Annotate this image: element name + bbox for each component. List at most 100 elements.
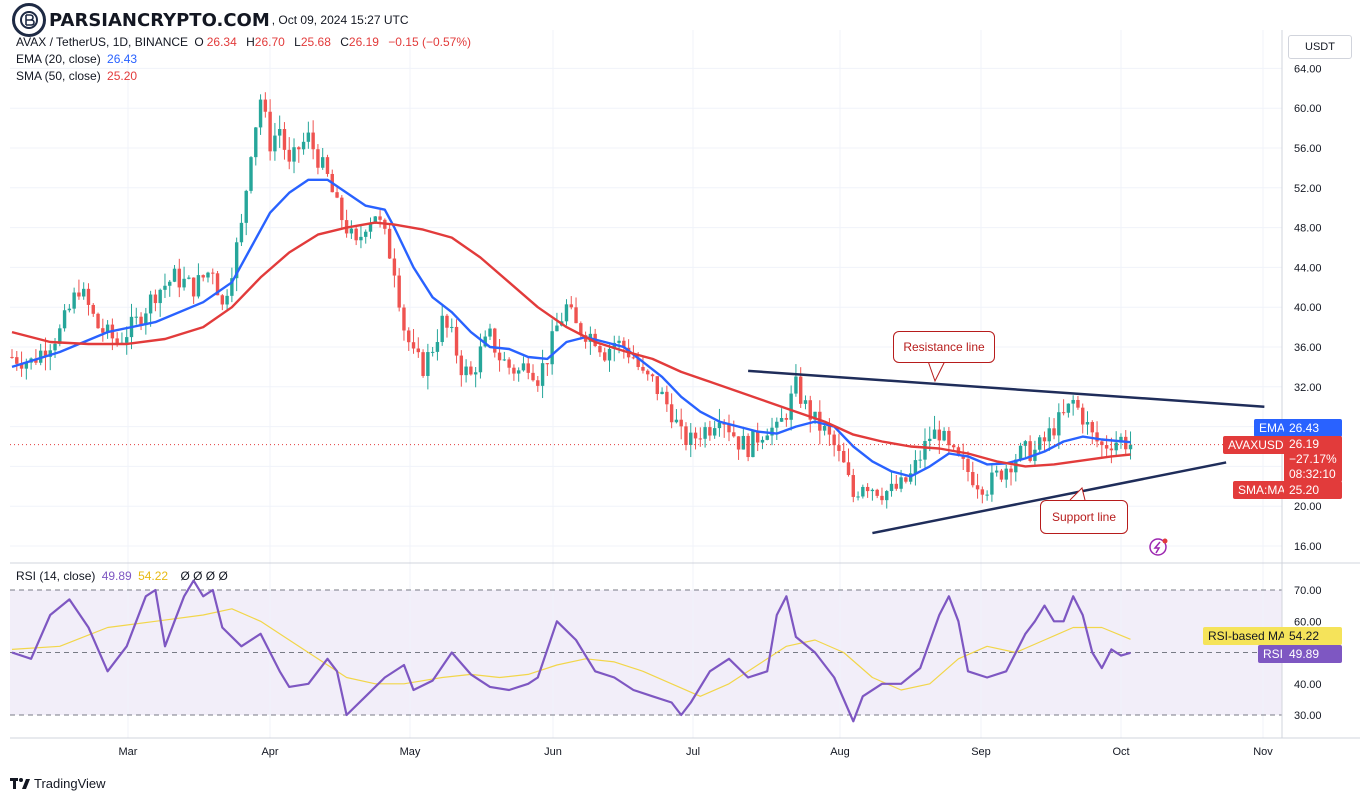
candle-body (1100, 441, 1104, 446)
candle-body (1090, 422, 1094, 433)
candle-body (507, 359, 511, 368)
candle-body (1052, 428, 1056, 436)
grid (10, 30, 1282, 738)
candle-body (1104, 445, 1109, 449)
candle-body (321, 157, 325, 168)
candle-body (765, 435, 769, 440)
candle-body (292, 147, 296, 162)
candle-body (249, 157, 253, 191)
rsi-line (11, 579, 1131, 723)
symbol-label[interactable]: AVAX / TetherUS, 1D, BINANCE (16, 35, 189, 49)
candle-body (732, 432, 736, 437)
candle-body (139, 316, 143, 326)
y-tick-label: 48.00 (1294, 223, 1322, 235)
open-value: 26.34 (206, 35, 237, 49)
candle-body (650, 374, 655, 377)
candle-body (751, 430, 755, 458)
ema-axis-tag: EMA (1254, 419, 1291, 437)
candle-body (1023, 441, 1028, 446)
candle-body (340, 197, 344, 221)
candle-body (277, 129, 282, 136)
candle-body (999, 470, 1004, 480)
candle-body (646, 370, 650, 375)
candle-body (842, 450, 846, 463)
candle-body (1057, 412, 1061, 436)
candle-body (1047, 428, 1051, 442)
candle-body (206, 272, 210, 278)
candle-body (96, 313, 100, 329)
candle-body (693, 432, 698, 439)
change-value: −0.15 (−0.57%) (388, 35, 472, 49)
high-value: 26.70 (254, 35, 285, 49)
y-tick-label: 52.00 (1294, 183, 1322, 195)
resistance-annotation[interactable]: Resistance line (893, 331, 995, 363)
candle-body (258, 99, 263, 128)
candle-body (450, 326, 454, 328)
candle-body (1066, 403, 1071, 413)
candle-body (62, 310, 67, 329)
candle-body (163, 285, 167, 290)
candle-body (177, 268, 181, 288)
support-annotation[interactable]: Support line (1040, 500, 1128, 534)
candle-body (392, 258, 397, 276)
sma-axis-tag: SMA:MA (1233, 481, 1291, 499)
candle-body (861, 486, 865, 497)
candle-body (564, 304, 569, 322)
x-tick-label: Jun (544, 746, 562, 758)
alert-icon[interactable] (1149, 538, 1168, 556)
candle-body (201, 275, 205, 278)
candle-body (1028, 441, 1032, 461)
candle-body (172, 268, 177, 282)
candle-body (808, 400, 812, 420)
candle-body (268, 111, 272, 152)
header-date: , Oct 09, 2024 15:27 UTC (271, 13, 409, 27)
rsi-ma-line (11, 608, 1131, 697)
candle-body (483, 336, 487, 347)
candle-body (335, 192, 339, 198)
candle-body (1109, 448, 1114, 451)
candle-body (134, 316, 138, 318)
support-pointer (1069, 487, 1086, 501)
candle-body (937, 429, 942, 441)
candle-body (1018, 445, 1023, 460)
rsi-legend[interactable]: RSI (14, close) 49.89 54.22 Ø Ø Ø Ø (16, 569, 228, 583)
candle-body (689, 432, 693, 445)
candle-body (15, 357, 19, 364)
candle-body (187, 277, 191, 279)
candle-body (1128, 444, 1133, 450)
candle-body (502, 359, 507, 361)
candle-body (741, 435, 746, 450)
candle-body (980, 489, 985, 495)
ema-axis-value: 26.43 (1284, 419, 1342, 437)
candle-body (550, 331, 554, 365)
rsi-legend-value: 49.89 (101, 569, 132, 583)
y-tick-label: 32.00 (1294, 382, 1322, 394)
candle-body (512, 367, 516, 374)
candle-body (67, 308, 72, 311)
candle-body (1076, 399, 1080, 408)
candle-body (459, 355, 464, 376)
candle-body (316, 149, 320, 168)
candle-body (24, 362, 29, 369)
resistance-pointer (927, 360, 946, 383)
candle-body (38, 350, 43, 363)
candle-body (220, 295, 225, 305)
rsi-y-tick-label: 40.00 (1294, 679, 1322, 691)
candle-body (636, 357, 640, 367)
candle-body (966, 458, 970, 473)
currency-button[interactable]: USDT (1288, 35, 1352, 59)
tradingview-logo-icon (10, 777, 30, 789)
candle-body (760, 439, 765, 443)
candle-body (373, 216, 377, 224)
ema-legend[interactable]: EMA (20, close) 26.43 (16, 52, 138, 66)
candle-body (478, 346, 483, 373)
sma-axis-value: 25.20 (1284, 481, 1342, 499)
candle-body (101, 328, 105, 333)
candle-body (464, 366, 468, 376)
support-line[interactable] (872, 461, 1227, 535)
sma-legend[interactable]: SMA (50, close) 25.20 (16, 69, 138, 83)
candle-body (1009, 468, 1013, 473)
candle-body (1081, 407, 1085, 425)
resistance-line[interactable] (748, 369, 1265, 408)
